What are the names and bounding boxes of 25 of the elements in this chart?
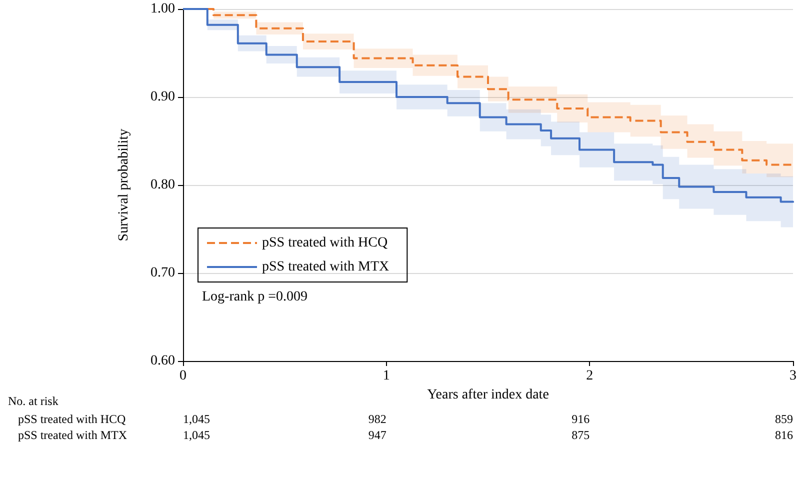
y-tick-label: 0.80 [150,178,175,192]
text: 947 [368,428,386,442]
text: 1,045 [183,412,210,426]
x-tick-label: 1 [382,368,390,384]
x-tick-label: 3 [790,368,796,384]
y-tick-label: 0.60 [150,354,175,368]
text: pSS treated with HCQ [18,412,126,426]
text: 859 [775,412,793,426]
legend-label: pSS treated with HCQ [262,236,388,250]
text: 1,045 [183,428,210,442]
x-axis-title: Years after index date [427,387,549,402]
x-tick-label: 0 [180,368,186,384]
y-tick-label: 0.90 [150,90,175,104]
text: 982 [368,412,386,426]
y-tick-label: 0.70 [150,266,175,280]
text: 875 [572,428,590,442]
x-tick-label: 2 [586,368,594,384]
y-axis-title: Survival probability [116,128,132,242]
text: pSS treated with MTX [18,428,128,442]
text: No. at risk [8,394,58,408]
text: 816 [775,428,793,442]
y-tick-label: 1.00 [150,2,175,16]
text: 916 [572,412,590,426]
annotation: Log-rank p =0.009 [202,290,308,304]
legend-label: pSS treated with MTX [262,260,390,274]
